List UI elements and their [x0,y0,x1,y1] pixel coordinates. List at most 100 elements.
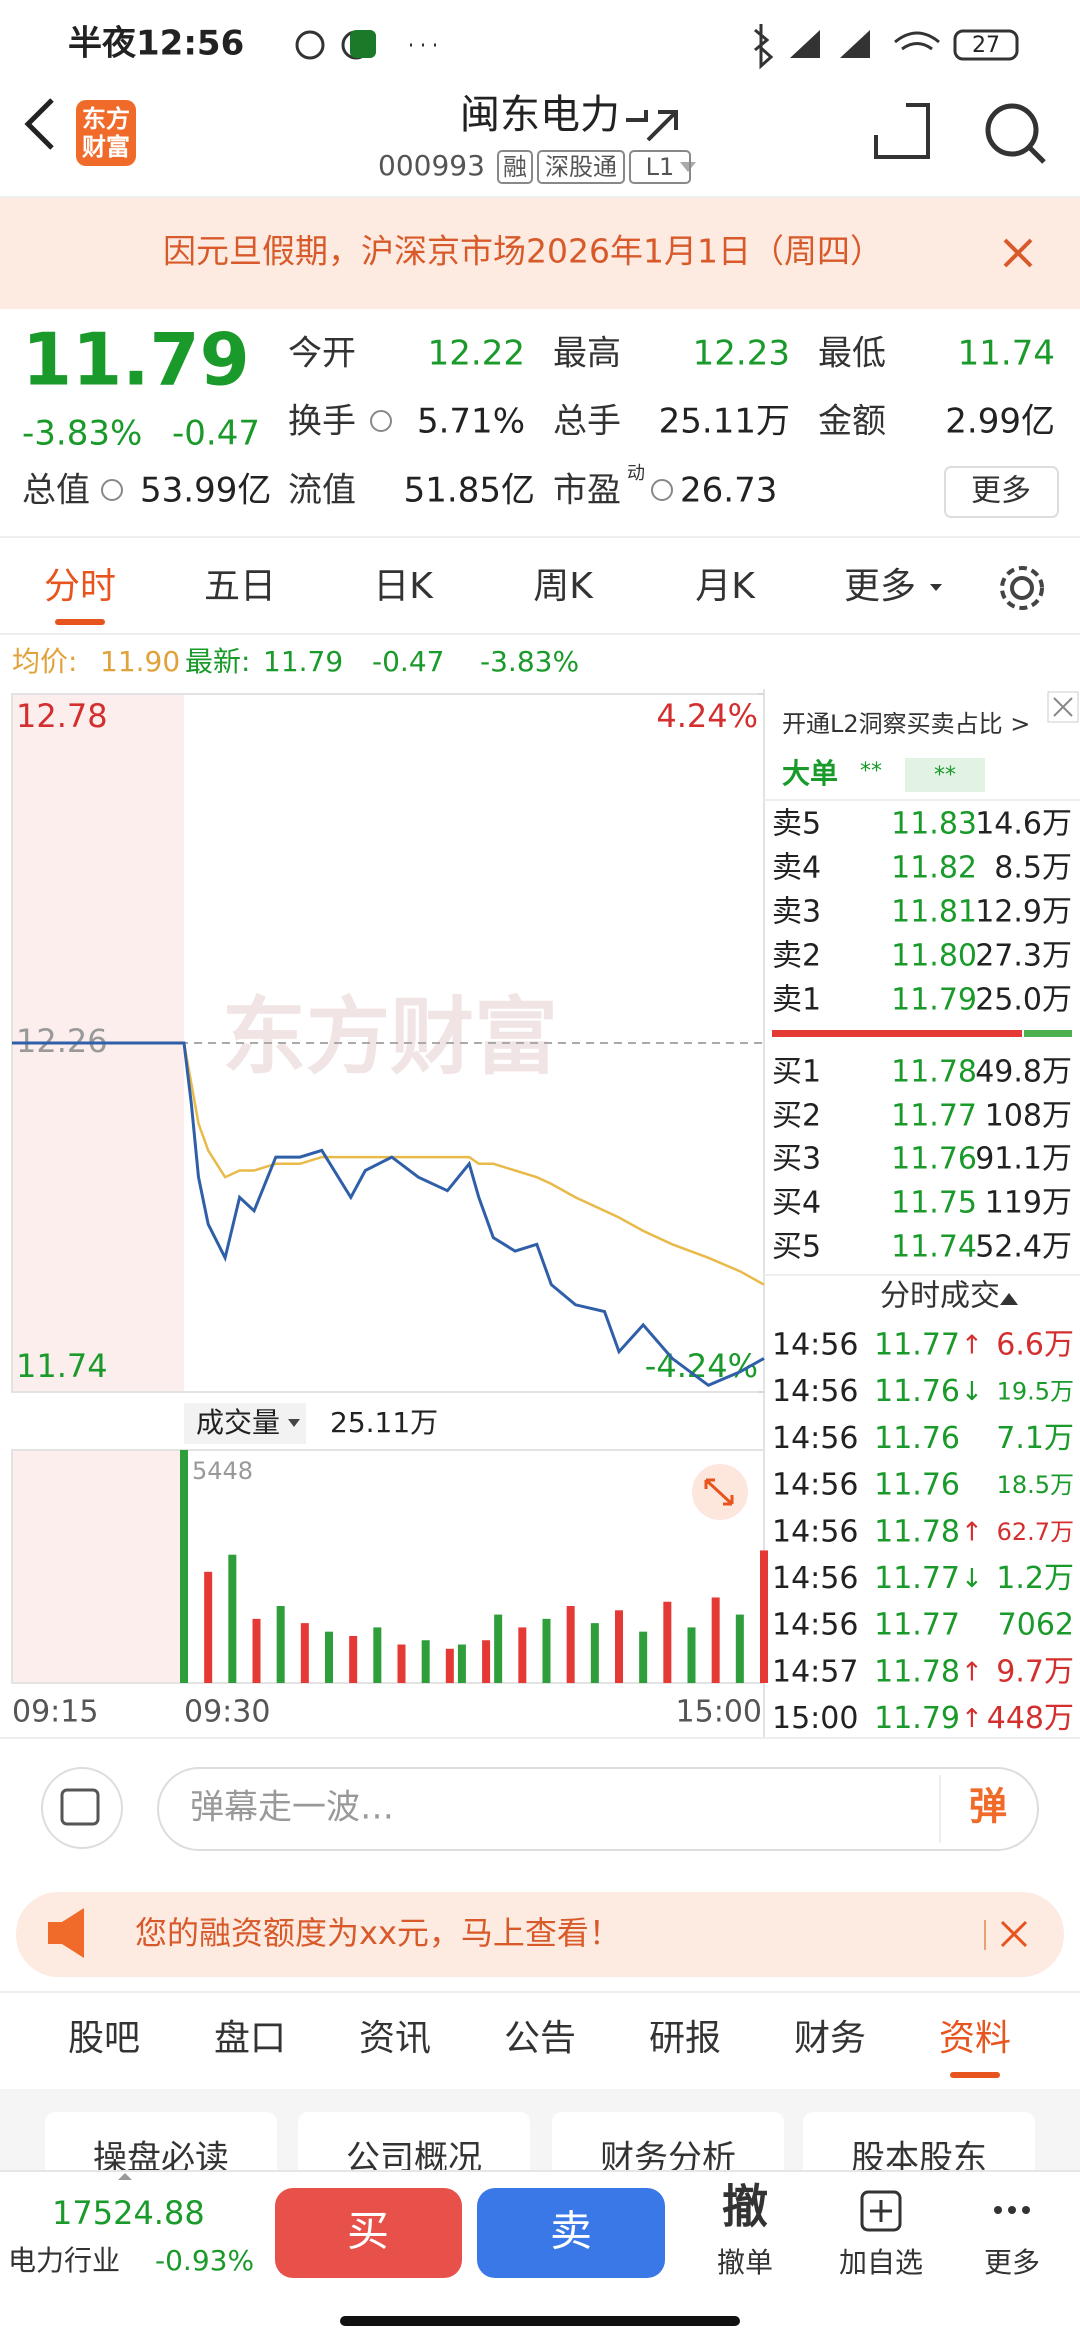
volume-total: 25.11万 [330,1406,438,1439]
stat-value: 5.71% [417,402,525,442]
tick-arrow: ↑ [961,1517,983,1547]
masked: ** [934,763,956,788]
info-icon[interactable] [651,479,673,501]
share-button[interactable] [626,103,930,159]
y-tick-label: 12.26 [16,1022,108,1060]
bottom-tab: 研报 [649,2018,721,2059]
latest-label: 最新: [185,645,250,678]
ratio-bar [772,1030,1022,1037]
expand-arrow[interactable] [118,2173,132,2180]
tick-price: 11.76 [874,1374,960,1409]
volume-bar [445,1648,454,1683]
more-button[interactable] [944,466,1059,518]
promo-bar[interactable] [16,1892,1064,1977]
home-indicator [340,2316,740,2326]
danmaku-toggle[interactable] [41,1767,123,1849]
book-price: 11.78 [891,1055,977,1090]
more-icon[interactable] [994,2206,1030,2214]
cancel-label: 撤单 [717,2246,773,2279]
book-label: 买4 [772,1186,821,1221]
stat-value: 2.99亿 [945,402,1055,442]
volume-selector[interactable] [184,1403,306,1444]
tick-arrow: ↑ [961,1657,983,1687]
stat-value: 25.11万 [659,402,790,442]
volume-bar [397,1644,406,1683]
stat-value: 53.99亿 [140,471,271,511]
bottom-tab: 公告 [504,2018,576,2059]
book-label: 买1 [772,1055,821,1090]
tick-volume: 62.7万 [997,1518,1074,1546]
chart-tab: 周K [533,566,594,607]
stat-value: 12.23 [693,334,790,374]
stat-value: 12.22 [428,334,525,374]
book-price: 11.82 [891,851,977,886]
search-button[interactable] [985,103,1046,164]
badge: L1 [646,153,675,181]
icon [1053,697,1073,717]
bluetooth [754,24,774,70]
dropdown-arrow [930,584,942,591]
icon [1028,146,1046,164]
logo-text: 财富 [82,133,130,161]
stat-label: 总值 [22,471,90,511]
y-tick-label: 11.74 [16,1347,108,1385]
stat-label: 最高 [553,334,621,374]
volume-bar [639,1631,648,1683]
chart-tab: 月K [695,566,756,607]
volume-bar [325,1631,333,1683]
app-logo [76,100,136,166]
sort-arrow [1000,1293,1018,1305]
stat-value: 26.73 [680,471,777,511]
stock-name: 闽东电力 [460,92,620,138]
book-price: 11.79 [891,983,977,1018]
tab-indicator [55,619,105,625]
close-notice[interactable] [1003,238,1033,268]
book-price: 11.75 [891,1186,977,1221]
volume-bar [252,1618,261,1683]
buy-button[interactable] [275,2188,462,2278]
badge [497,150,533,184]
status-icons [295,24,1019,70]
tick-time: 14:56 [772,1468,858,1503]
x-tick-label: 09:15 [12,1695,98,1730]
dropdown-arrow[interactable] [680,162,696,172]
stat-label: 总手 [553,402,621,442]
tick-arrow: ↑ [961,1331,983,1361]
watch-icon[interactable] [860,2190,902,2232]
settings-button[interactable] [1000,566,1044,610]
book-price: 11.80 [891,939,977,974]
y-tick-label: 5448 [192,1457,253,1485]
ratio-bar [1024,1030,1072,1037]
icon [1008,2206,1016,2214]
stat-label: 换手 [288,402,356,442]
back-button[interactable] [24,98,54,150]
book-label: 卖2 [772,939,821,974]
volume-bar [421,1640,430,1683]
volume-bar [711,1597,720,1683]
danmaku-input[interactable] [157,1767,1039,1851]
tick-time: 14:56 [772,1514,858,1549]
sell-button[interactable] [477,2188,665,2278]
volume-bar [542,1618,551,1683]
chart-tab: 五日 [204,566,276,607]
tick-price: 11.79 [874,1701,960,1736]
tick-volume: 6.6万 [996,1328,1074,1363]
info-icon[interactable] [101,479,123,501]
price-line [182,1042,765,1286]
tick-price: 11.76 [874,1468,960,1503]
sub-button-label: 操盘必读 [93,2139,229,2179]
promo-text: 您的融资额度为xx元，马上查看！ [135,1914,621,1952]
volume-bar [204,1571,213,1683]
tick-price: 11.78 [874,1654,960,1689]
close-promo[interactable] [1000,1920,1028,1948]
book-label: 买3 [772,1142,821,1177]
book-price: 11.83 [891,807,977,842]
chart-tab: 日K [373,566,434,607]
book-volume: 49.8万 [975,1055,1072,1090]
l2-link: 开通L2洞察买卖占比 > [782,710,1030,738]
tick-time: 14:56 [772,1328,858,1363]
info-icon[interactable] [370,410,392,432]
stat-label: 今开 [288,334,356,374]
volume-bar [482,1640,491,1683]
book-label: 买2 [772,1099,821,1134]
